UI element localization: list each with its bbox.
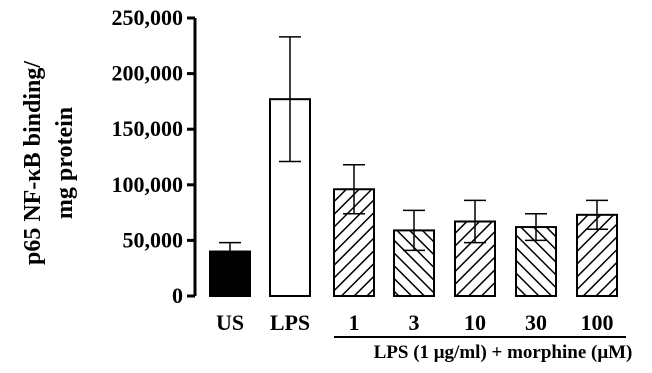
y-axis-label-line-1: p65 NF-κB binding/ xyxy=(20,61,46,265)
error-bars xyxy=(219,36,608,262)
x-tick-label: US xyxy=(216,310,244,335)
axes: 0 50,000 100,000 150,000 200,000 250,000 xyxy=(112,5,197,308)
y-tick-label: 50,000 xyxy=(123,227,184,252)
bars xyxy=(209,98,618,298)
x-tick-labels: US LPS 1 3 10 30 100 xyxy=(216,310,614,335)
group-annotation: LPS (1 μg/ml) + morphine (μM) xyxy=(334,336,633,363)
y-tick-label: 150,000 xyxy=(112,116,184,141)
x-tick-label: 30 xyxy=(525,310,547,335)
x-tick-label: 100 xyxy=(581,310,614,335)
y-tick-label: 200,000 xyxy=(112,61,184,86)
y-axis-label-line-2: mg protein xyxy=(52,107,78,219)
x-tick-label: LPS xyxy=(270,310,310,335)
y-tick-label: 250,000 xyxy=(112,5,184,30)
y-tick-label: 100,000 xyxy=(112,172,184,197)
y-axis-label: p65 NF-κB binding/ mg protein xyxy=(20,61,78,265)
x-tick-label: 3 xyxy=(409,310,420,335)
group-label: LPS (1 μg/ml) + morphine (μM) xyxy=(374,342,633,363)
x-tick-label: 10 xyxy=(464,310,486,335)
y-tick-label: 0 xyxy=(172,283,183,308)
x-tick-label: 1 xyxy=(349,310,360,335)
